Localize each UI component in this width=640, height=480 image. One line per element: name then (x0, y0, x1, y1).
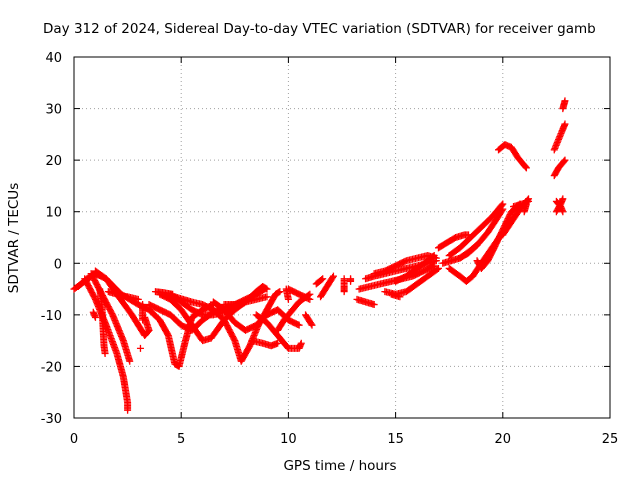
data-point (261, 285, 269, 293)
plot-frame (73, 56, 611, 419)
data-point (561, 120, 569, 128)
data-point (329, 273, 337, 281)
data-point (329, 272, 337, 280)
data-point (433, 265, 441, 273)
series-arc-09 (136, 344, 144, 352)
series-arc-23 (302, 311, 316, 329)
data-point (295, 321, 303, 329)
series-arc-17 (220, 285, 269, 309)
y-tick-label: 10 (45, 206, 62, 221)
series-arc-29 (355, 262, 438, 293)
x-tick-label: 5 (177, 432, 185, 447)
y-tick-label: 20 (45, 154, 62, 169)
series-arc-26 (340, 275, 348, 296)
series-arc-19 (248, 337, 282, 350)
data-point (396, 293, 404, 301)
y-tick-labels: -30 -20 -10 0 10 20 30 40 (41, 51, 62, 427)
data-point (434, 264, 442, 272)
data-point (429, 252, 437, 260)
data-point (319, 275, 327, 283)
series-arc-44 (520, 200, 530, 216)
data-point (499, 205, 507, 213)
series-arc-21 (284, 285, 314, 303)
series-arc-34 (387, 290, 404, 301)
data-point (559, 195, 567, 203)
chart-title: Day 312 of 2024, Sidereal Day-to-day VTE… (43, 21, 596, 37)
data-point (274, 339, 282, 347)
data-point (522, 163, 530, 171)
series-arc-35 (434, 231, 472, 252)
series-arc-08 (139, 301, 147, 324)
series-arc-22 (282, 285, 292, 303)
series-arc-07 (104, 288, 142, 303)
series-arc-15 (171, 288, 284, 365)
data-point (560, 157, 568, 165)
series-arc-27 (347, 275, 355, 285)
data-point (101, 350, 109, 358)
data-point (136, 344, 144, 352)
x-axis-label: GPS time / hours (283, 458, 396, 474)
series-arc-28 (353, 295, 378, 309)
data-point (306, 295, 314, 303)
data-point (134, 295, 142, 303)
series-arc-37 (445, 200, 507, 260)
series-arc-39 (456, 205, 507, 262)
x-tick-label: 10 (280, 432, 297, 447)
y-tick-label: 0 (54, 257, 62, 272)
data-point (370, 301, 378, 309)
data-point (561, 156, 569, 164)
series-arc-06 (96, 285, 109, 358)
data-point (430, 262, 438, 270)
data-points (70, 97, 569, 414)
data-point (91, 313, 99, 321)
data-point (498, 206, 506, 214)
x-tick-label: 25 (602, 432, 619, 447)
x-tick-labels: 0 5 10 15 20 25 (70, 432, 618, 447)
data-point (559, 208, 567, 216)
data-point (561, 97, 569, 105)
series-arc-10 (89, 308, 99, 321)
series-arc-16 (209, 298, 303, 334)
data-point (297, 339, 305, 347)
data-point (260, 286, 268, 294)
data-point (139, 316, 147, 324)
y-tick-label: -30 (41, 412, 62, 427)
data-point (307, 320, 315, 328)
series-arc-46 (550, 156, 569, 180)
series-arc-25 (312, 275, 327, 288)
axis-ticks (73, 56, 611, 419)
data-point (522, 200, 530, 208)
data-point (124, 406, 132, 414)
data-point (430, 252, 438, 260)
data-point (347, 277, 355, 285)
data-point (126, 357, 134, 365)
y-tick-label: -10 (41, 309, 62, 324)
data-point (308, 321, 316, 329)
series-arc-48 (552, 195, 567, 216)
y-axis-label: SDTVAR / TECUs (6, 183, 22, 293)
series-arc-24 (317, 272, 337, 301)
y-tick-label: -20 (41, 360, 62, 375)
x-tick-label: 15 (387, 432, 404, 447)
data-point (340, 288, 348, 296)
data-point (522, 164, 530, 172)
x-tick-label: 0 (70, 432, 78, 447)
series-arc-45 (550, 120, 569, 154)
grid (74, 57, 610, 418)
series-arc-41 (495, 141, 530, 172)
x-tick-label: 20 (495, 432, 512, 447)
series-arc-18 (252, 311, 305, 352)
data-point (318, 276, 326, 284)
data-point (276, 288, 284, 296)
y-tick-label: 40 (45, 51, 62, 66)
y-tick-label: 30 (45, 103, 62, 118)
data-point (284, 295, 292, 303)
data-point (263, 293, 271, 301)
series-arc-49 (559, 97, 569, 113)
series-arc-33 (392, 252, 438, 285)
